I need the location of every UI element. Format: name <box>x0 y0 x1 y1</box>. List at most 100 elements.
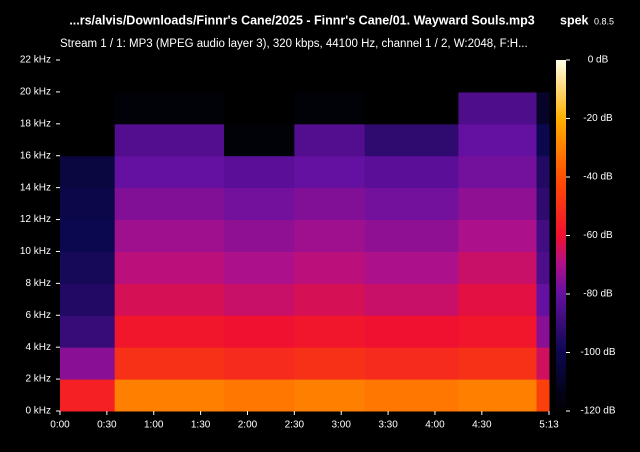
spectrum-cell <box>294 155 366 189</box>
spectrum-cell <box>60 315 116 348</box>
x-tick-label: 3:30 <box>378 420 398 431</box>
spectrum-cell <box>364 91 459 125</box>
spectrum-cell <box>114 219 225 252</box>
spectrum-cell <box>364 123 459 157</box>
spectrum-cell <box>294 315 366 348</box>
spectrum-cell <box>536 91 550 125</box>
x-tick-label: 5:13 <box>539 420 559 431</box>
colorbar-tick-label: -20 dB <box>583 113 613 124</box>
colorbar-tick-label: -120 dB <box>580 406 615 417</box>
spectrum-cell <box>364 379 459 412</box>
y-tick-label: 10 kHz <box>20 246 51 257</box>
spectrum-cell <box>536 155 550 189</box>
spectrum-cell <box>294 379 366 412</box>
spectrum-cell <box>536 347 550 380</box>
spectrum-cell <box>364 283 459 316</box>
stream-info: Stream 1 / 1: MP3 (MPEG audio layer 3), … <box>60 38 528 50</box>
spectrum-cell <box>536 379 550 412</box>
y-tick-label: 0 kHz <box>25 406 51 417</box>
spectrum-cell <box>60 283 116 316</box>
y-tick-label: 18 kHz <box>20 118 51 129</box>
spectrum-cell <box>224 251 295 284</box>
spectrum-cell <box>60 379 116 412</box>
spectrum-cell <box>114 347 225 380</box>
spectrum-cell <box>536 251 550 284</box>
colorbar-tick-label: -100 dB <box>580 347 615 358</box>
spectrum-cell <box>458 251 538 284</box>
spectrum-cell <box>458 91 538 125</box>
x-tick-label: 2:00 <box>238 420 258 431</box>
spectrum-cell <box>60 347 116 380</box>
y-tick-label: 4 kHz <box>25 342 51 353</box>
spectrum-cell <box>60 251 116 284</box>
spectrum-cell <box>458 60 538 93</box>
app-version: 0.8.5 <box>594 16 614 26</box>
x-tick-label: 0:00 <box>50 420 70 431</box>
spectrum-cell <box>60 187 116 221</box>
spectrum-cell <box>114 155 225 189</box>
spectrum-cell <box>536 123 550 157</box>
spectrum-cell <box>60 60 116 93</box>
x-tick-label: 4:30 <box>472 420 492 431</box>
spectrum-cell <box>60 123 116 157</box>
spectrum-cell <box>294 251 366 284</box>
spectrum-cell <box>60 155 116 189</box>
spectrum-cell <box>364 155 459 189</box>
y-tick-label: 12 kHz <box>20 214 51 225</box>
spectrum-cell <box>364 187 459 221</box>
y-tick-label: 20 kHz <box>20 87 51 98</box>
y-tick-label: 2 kHz <box>25 374 51 385</box>
spectrum-cell <box>114 379 225 412</box>
spectrum-cell <box>458 347 538 380</box>
colorbar-tick-label: 0 dB <box>588 55 609 66</box>
spectrum-cell <box>536 283 550 316</box>
x-tick-label: 1:00 <box>144 420 164 431</box>
spectrum-cell <box>60 91 116 125</box>
spectrum-cell <box>458 315 538 348</box>
y-tick-label: 14 kHz <box>20 182 51 193</box>
x-tick-label: 1:30 <box>191 420 211 431</box>
spectrum-cell <box>294 347 366 380</box>
x-tick-label: 0:30 <box>97 420 117 431</box>
spectrum-cell <box>294 219 366 252</box>
spectrum-cell <box>294 91 366 125</box>
spectrum-cell <box>364 315 459 348</box>
spectrum-cell <box>294 187 366 221</box>
spectrum-cell <box>294 123 366 157</box>
app-name: spek <box>560 13 589 27</box>
y-tick-label: 6 kHz <box>25 310 51 321</box>
spectrum-cell <box>224 123 295 157</box>
spectrum-cell <box>294 60 366 93</box>
spectrum-cell <box>458 379 538 412</box>
spectrum-cell <box>536 60 550 93</box>
y-tick-label: 8 kHz <box>25 278 51 289</box>
spectrum-cell <box>536 315 550 348</box>
spectrum-cell <box>458 155 538 189</box>
spectrum-cell <box>114 123 225 157</box>
spectrum-cell <box>224 347 295 380</box>
x-tick-label: 3:00 <box>331 420 351 431</box>
spectrum-cell <box>364 251 459 284</box>
colorbar-tick-label: -80 dB <box>583 289 613 300</box>
spectrum-cell <box>224 219 295 252</box>
spectrum-cell <box>364 219 459 252</box>
colorbar-tick-label: -40 dB <box>583 172 613 183</box>
y-tick-label: 16 kHz <box>20 150 51 161</box>
file-title: ...rs/alvis/Downloads/Finnr's Cane/2025 … <box>69 13 534 27</box>
colorbar-tick-label: -60 dB <box>583 230 613 241</box>
spectrum-cell <box>224 155 295 189</box>
spectrum-cell <box>458 283 538 316</box>
spectrum-cell <box>458 219 538 252</box>
spectrum-cell <box>114 187 225 221</box>
spectrum-cell <box>60 219 116 252</box>
spectrum-cell <box>294 283 366 316</box>
x-tick-label: 4:00 <box>425 420 445 431</box>
spectrum-cell <box>364 60 459 93</box>
spectrum-cell <box>224 283 295 316</box>
spectrum-cell <box>114 283 225 316</box>
y-tick-label: 22 kHz <box>20 55 51 66</box>
color-bar <box>556 60 566 411</box>
spectrum-cell <box>364 347 459 380</box>
